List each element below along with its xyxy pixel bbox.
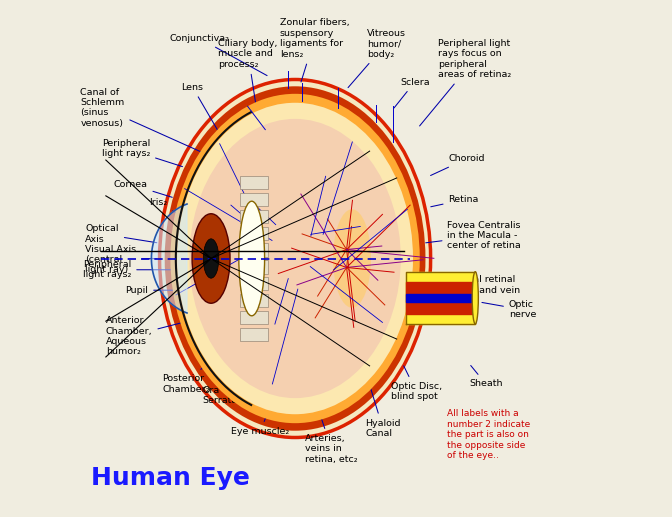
Ellipse shape: [190, 119, 401, 398]
Polygon shape: [406, 272, 475, 324]
Text: Cornea: Cornea: [114, 180, 172, 197]
Polygon shape: [406, 282, 475, 314]
Bar: [241, 260, 269, 273]
Ellipse shape: [192, 214, 230, 303]
Text: Peripheral
light rays₂: Peripheral light rays₂: [101, 139, 183, 166]
Text: Visual Axis
(central
light ray): Visual Axis (central light ray): [85, 245, 157, 275]
Text: Optic Disc,
blind spot: Optic Disc, blind spot: [390, 366, 442, 401]
Text: Sheath: Sheath: [469, 366, 503, 388]
Text: Human Eye: Human Eye: [91, 466, 249, 491]
Bar: [241, 328, 269, 341]
Bar: [241, 311, 269, 324]
Text: Anterior
Chamber,
Aqueous
humor₂: Anterior Chamber, Aqueous humor₂: [106, 316, 194, 356]
Text: Retina: Retina: [431, 195, 479, 207]
Bar: [241, 277, 269, 291]
Ellipse shape: [177, 103, 413, 414]
Bar: [241, 244, 269, 257]
Ellipse shape: [333, 209, 371, 308]
Text: Posterior
Chamber₂: Posterior Chamber₂: [162, 354, 217, 393]
Text: All labels with a
number 2 indicate
the part is also on
the opposite side
of the: All labels with a number 2 indicate the …: [448, 409, 531, 460]
Text: Lens: Lens: [181, 83, 237, 164]
Text: Zonular fibers,
suspensory
ligaments for
lens₂: Zonular fibers, suspensory ligaments for…: [280, 19, 349, 82]
Text: Choroid: Choroid: [431, 154, 485, 175]
Text: Ciliary body,
muscle and
process₂: Ciliary body, muscle and process₂: [218, 39, 278, 108]
Ellipse shape: [239, 201, 265, 316]
Text: Canal of
Schlemm
(sinus
venosus): Canal of Schlemm (sinus venosus): [80, 87, 208, 155]
Text: Peripheral
light rays₂: Peripheral light rays₂: [83, 260, 175, 280]
Text: Ora
Serrata₂: Ora Serrata₂: [202, 374, 241, 405]
Text: Sclera: Sclera: [394, 78, 429, 108]
Ellipse shape: [203, 239, 219, 278]
Text: Optical
Axis: Optical Axis: [85, 224, 157, 244]
Text: Central retinal
artery and vein: Central retinal artery and vein: [421, 276, 521, 295]
Bar: [241, 193, 269, 206]
Text: Vitreous
humor/
body₂: Vitreous humor/ body₂: [348, 29, 406, 87]
Bar: [241, 226, 269, 240]
Text: Fovea Centralis
in the Macula -
center of retina: Fovea Centralis in the Macula - center o…: [425, 221, 521, 250]
Text: Eye muscle₂: Eye muscle₂: [231, 400, 290, 436]
Text: Arteries,
veins in
retina, etc₂: Arteries, veins in retina, etc₂: [305, 407, 358, 464]
Text: Pupil: Pupil: [125, 286, 187, 295]
Bar: [241, 294, 269, 307]
Text: Peripheral light
rays focus on
peripheral
areas of retina₂: Peripheral light rays focus on periphera…: [419, 39, 511, 126]
Text: Hyaloid
Canal: Hyaloid Canal: [365, 387, 401, 438]
Ellipse shape: [165, 86, 425, 431]
Ellipse shape: [171, 94, 420, 423]
Text: Conjunctiva₂: Conjunctiva₂: [170, 34, 267, 75]
Bar: [241, 176, 269, 189]
Text: Iris₂: Iris₂: [149, 197, 190, 221]
Polygon shape: [151, 204, 187, 313]
Ellipse shape: [472, 272, 478, 324]
Ellipse shape: [159, 80, 431, 437]
Polygon shape: [406, 294, 475, 302]
Bar: [241, 210, 269, 223]
Text: Optic
nerve: Optic nerve: [482, 300, 536, 320]
